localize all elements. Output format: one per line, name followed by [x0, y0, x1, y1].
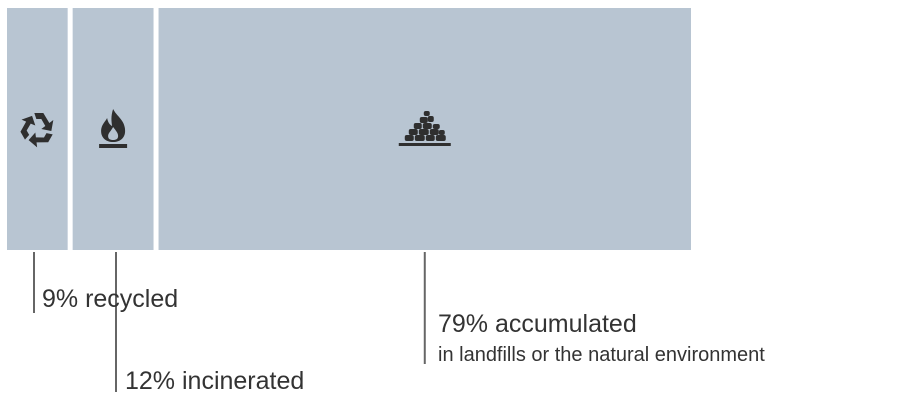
sublabel-accumulated: in landfills or the natural environment	[438, 344, 765, 366]
label-accumulated: 79% accumulated	[438, 310, 637, 338]
leader-lines	[33, 252, 426, 392]
flame-icon	[99, 109, 128, 148]
recycle-icon	[20, 113, 54, 148]
segment-labels: 9% recycled 12% incinerated 79% accumulate…	[42, 285, 765, 394]
segment-icons	[20, 109, 451, 148]
landfill-icon	[398, 111, 451, 146]
label-incinerated: 12% incinerated	[125, 367, 304, 394]
segment-recycled	[7, 8, 68, 250]
label-recycled: 9% recycled	[42, 285, 178, 313]
